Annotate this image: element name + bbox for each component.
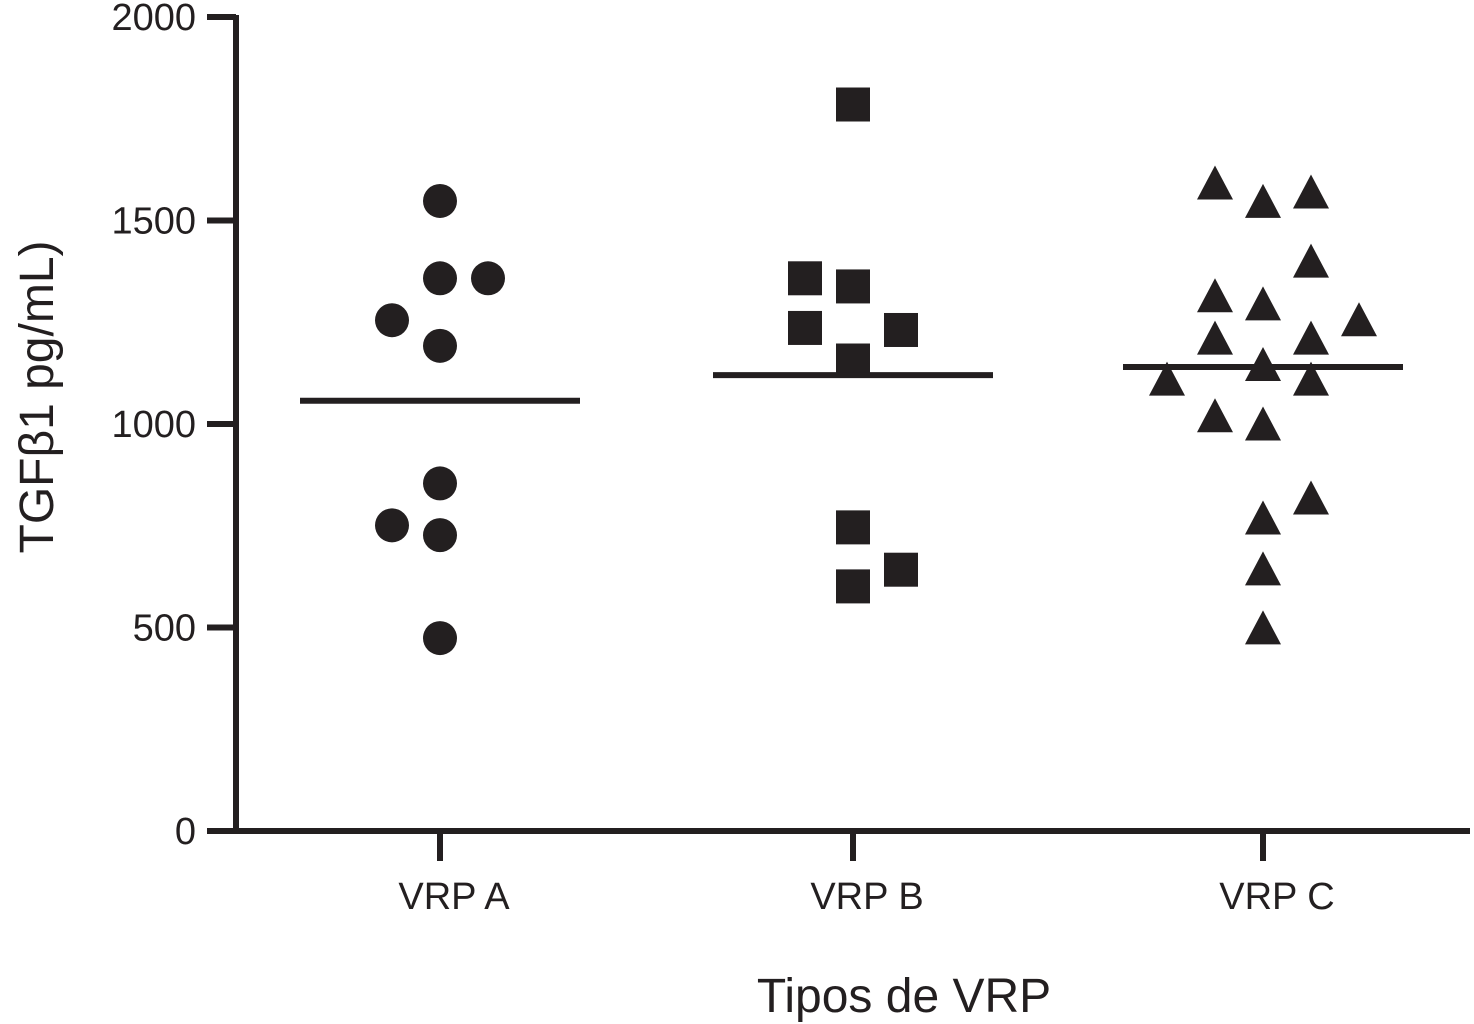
data-point-triangle	[1245, 286, 1281, 321]
data-point-circle	[423, 621, 457, 656]
data-point-square	[884, 312, 918, 347]
data-point-triangle	[1245, 551, 1281, 586]
data-point-square	[884, 552, 918, 587]
data-point-triangle	[1293, 320, 1329, 355]
data-point-square	[836, 87, 870, 122]
data-point-triangle	[1245, 183, 1281, 218]
y-axis-title: TGFβ1 pg/mL)	[11, 240, 64, 553]
data-point-triangle	[1197, 320, 1233, 355]
data-point-triangle	[1293, 361, 1329, 396]
y-tick-label: 500	[133, 608, 196, 650]
data-point-triangle	[1149, 361, 1185, 396]
x-axis-title: Tipos de VRP	[757, 970, 1051, 1023]
x-tick-label: VRP B	[810, 876, 923, 918]
data-point-square	[836, 569, 870, 604]
data-points	[375, 87, 1377, 656]
data-point-triangle	[1197, 278, 1233, 313]
x-ticks: VRP A VRP B VRP C	[398, 831, 1335, 918]
data-point-circle	[375, 508, 409, 543]
data-point-square	[788, 310, 822, 345]
y-tick-label: 1500	[111, 201, 196, 243]
data-point-circle	[423, 328, 457, 363]
data-point-triangle	[1293, 480, 1329, 515]
x-tick-label: VRP C	[1219, 876, 1334, 918]
data-point-circle	[423, 261, 457, 296]
data-point-circle	[375, 303, 409, 338]
y-tick-label: 2000	[111, 0, 196, 39]
data-point-triangle	[1293, 243, 1329, 278]
y-ticks: 0 500 1000 1500 2000	[111, 0, 236, 853]
mean-lines	[300, 364, 1403, 404]
data-point-triangle	[1245, 610, 1281, 645]
data-point-triangle	[1245, 500, 1281, 535]
data-point-circle	[471, 261, 505, 296]
data-point-square	[836, 510, 870, 545]
data-point-circle	[423, 466, 457, 501]
data-point-circle	[423, 518, 457, 553]
y-tick-label: 0	[175, 811, 196, 853]
axes	[207, 15, 1470, 834]
data-point-triangle	[1341, 302, 1377, 337]
data-point-square	[836, 343, 870, 378]
data-point-triangle	[1245, 406, 1281, 441]
x-tick-label: VRP A	[398, 876, 510, 918]
data-point-square	[788, 261, 822, 296]
y-tick-label: 1000	[111, 404, 196, 446]
data-point-triangle	[1197, 398, 1233, 433]
data-point-triangle	[1197, 165, 1233, 200]
data-point-square	[836, 269, 870, 304]
data-point-circle	[423, 183, 457, 218]
data-point-triangle	[1293, 174, 1329, 209]
